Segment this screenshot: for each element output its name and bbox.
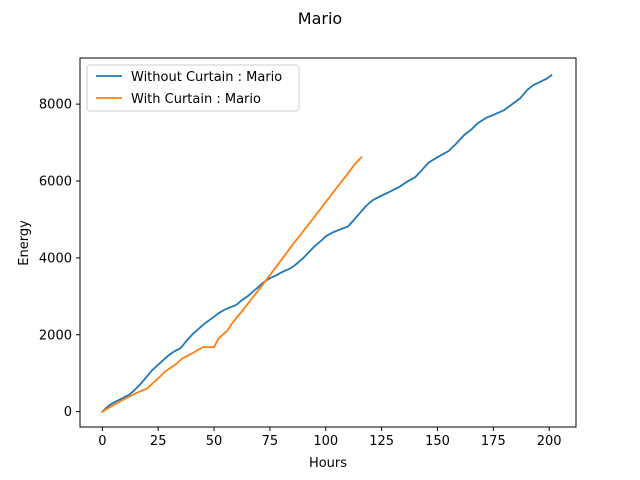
x-tick-label: 50 [206, 434, 223, 449]
x-tick-label: 25 [150, 434, 167, 449]
y-tick-label: 2000 [39, 328, 72, 343]
y-axis: 0 2000 4000 6000 8000 [39, 98, 80, 420]
x-tick-label: 150 [425, 434, 450, 449]
x-tick-label: 200 [537, 434, 562, 449]
legend-label-1: Without Curtain : Mario [131, 70, 282, 85]
x-axis-label: Hours [309, 456, 347, 471]
x-tick-label: 175 [481, 434, 506, 449]
legend-box [86, 64, 300, 112]
legend: Without Curtain : Mario With Curtain : Ma… [86, 64, 300, 112]
plot-lines [101, 74, 553, 413]
y-tick-label: 6000 [39, 175, 72, 190]
x-tick-label: 125 [369, 434, 394, 449]
y-tick-label: 4000 [39, 251, 72, 266]
legend-label-2: With Curtain : Mario [131, 92, 261, 107]
chart-title: Mario [298, 9, 342, 28]
x-tick-label: 0 [98, 434, 106, 449]
y-tick-label: 8000 [39, 98, 72, 113]
series-line-2 [101, 155, 363, 413]
x-axis: 0 25 50 75 100 125 150 175 200 [98, 427, 562, 449]
y-tick-label: 0 [64, 405, 72, 420]
x-tick-label: 100 [313, 434, 338, 449]
plot-frame [79, 57, 577, 428]
series-line-1 [101, 74, 553, 413]
x-tick-label: 75 [262, 434, 279, 449]
y-axis-label: Energy [17, 220, 32, 266]
